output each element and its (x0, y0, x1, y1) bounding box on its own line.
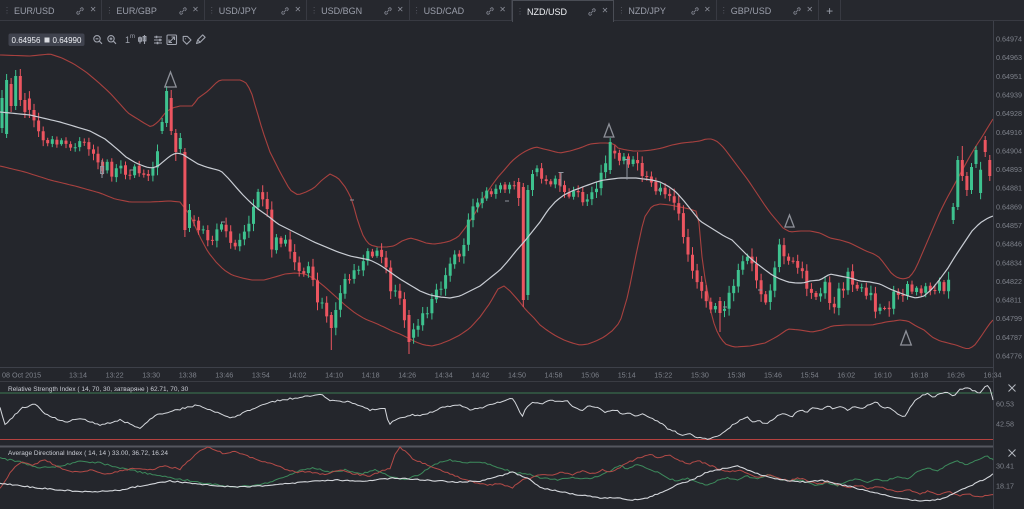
svg-text:0.64916: 0.64916 (996, 128, 1022, 137)
svg-text:0.64939: 0.64939 (996, 90, 1022, 99)
svg-text:0.64822: 0.64822 (996, 277, 1022, 286)
svg-text:15:22: 15:22 (654, 371, 672, 380)
svg-text:1: 1 (125, 35, 130, 45)
svg-text:14:42: 14:42 (471, 371, 489, 380)
svg-text:08 Oct 2015: 08 Oct 2015 (2, 371, 41, 380)
svg-text:15:06: 15:06 (581, 371, 599, 380)
svg-text:14:34: 14:34 (435, 371, 453, 380)
svg-text:0.64963: 0.64963 (996, 53, 1022, 62)
svg-text:18.17: 18.17 (996, 482, 1014, 491)
svg-text:0.64951: 0.64951 (996, 72, 1022, 81)
svg-text:Relative Strength Index ( 14,: Relative Strength Index ( 14, 70, 30, за… (8, 386, 189, 393)
svg-text:60.53: 60.53 (996, 400, 1014, 409)
svg-text:0.64893: 0.64893 (996, 165, 1022, 174)
svg-text:42.58: 42.58 (996, 420, 1014, 429)
svg-text:16:02: 16:02 (837, 371, 855, 380)
svg-text:0.64956: 0.64956 (12, 36, 41, 45)
svg-text:0.64776: 0.64776 (996, 352, 1022, 361)
svg-text:13:22: 13:22 (106, 371, 124, 380)
svg-text:0.64811: 0.64811 (996, 296, 1021, 305)
svg-text:30.41: 30.41 (996, 462, 1014, 471)
svg-text:0.64928: 0.64928 (996, 109, 1022, 118)
svg-text:16:10: 16:10 (874, 371, 892, 380)
svg-text:0.64799: 0.64799 (996, 314, 1022, 323)
svg-text:0.64846: 0.64846 (996, 240, 1022, 249)
svg-text:0.64990: 0.64990 (53, 36, 82, 45)
svg-text:13:46: 13:46 (215, 371, 233, 380)
svg-text:13:54: 13:54 (252, 371, 270, 380)
svg-text:16:34: 16:34 (984, 371, 1002, 380)
svg-text:15:14: 15:14 (618, 371, 636, 380)
svg-text:0.64881: 0.64881 (996, 184, 1022, 193)
svg-text:14:26: 14:26 (398, 371, 416, 380)
svg-text:0.64869: 0.64869 (996, 202, 1022, 211)
svg-text:15:38: 15:38 (727, 371, 745, 380)
svg-text:0.64904: 0.64904 (996, 146, 1022, 155)
svg-text:13:14: 13:14 (69, 371, 87, 380)
svg-text:14:02: 14:02 (289, 371, 307, 380)
svg-text:13:38: 13:38 (179, 371, 197, 380)
svg-text:13:30: 13:30 (142, 371, 160, 380)
svg-text:Average Directional Index ( 14: Average Directional Index ( 14, 14 ) 33.… (8, 450, 168, 457)
svg-text:m: m (130, 34, 135, 40)
svg-text:14:50: 14:50 (508, 371, 526, 380)
svg-text:0.64787: 0.64787 (996, 333, 1022, 342)
svg-text:0.64857: 0.64857 (996, 221, 1022, 230)
svg-text:0.64974: 0.64974 (996, 35, 1022, 44)
svg-text:14:10: 14:10 (325, 371, 343, 380)
svg-text:14:58: 14:58 (545, 371, 563, 380)
svg-text:16:18: 16:18 (910, 371, 928, 380)
svg-text:14:18: 14:18 (362, 371, 380, 380)
svg-text:16:26: 16:26 (947, 371, 965, 380)
svg-text:15:30: 15:30 (691, 371, 709, 380)
svg-text:0.64834: 0.64834 (996, 258, 1022, 267)
svg-text:15:46: 15:46 (764, 371, 782, 380)
svg-text:15:54: 15:54 (801, 371, 819, 380)
